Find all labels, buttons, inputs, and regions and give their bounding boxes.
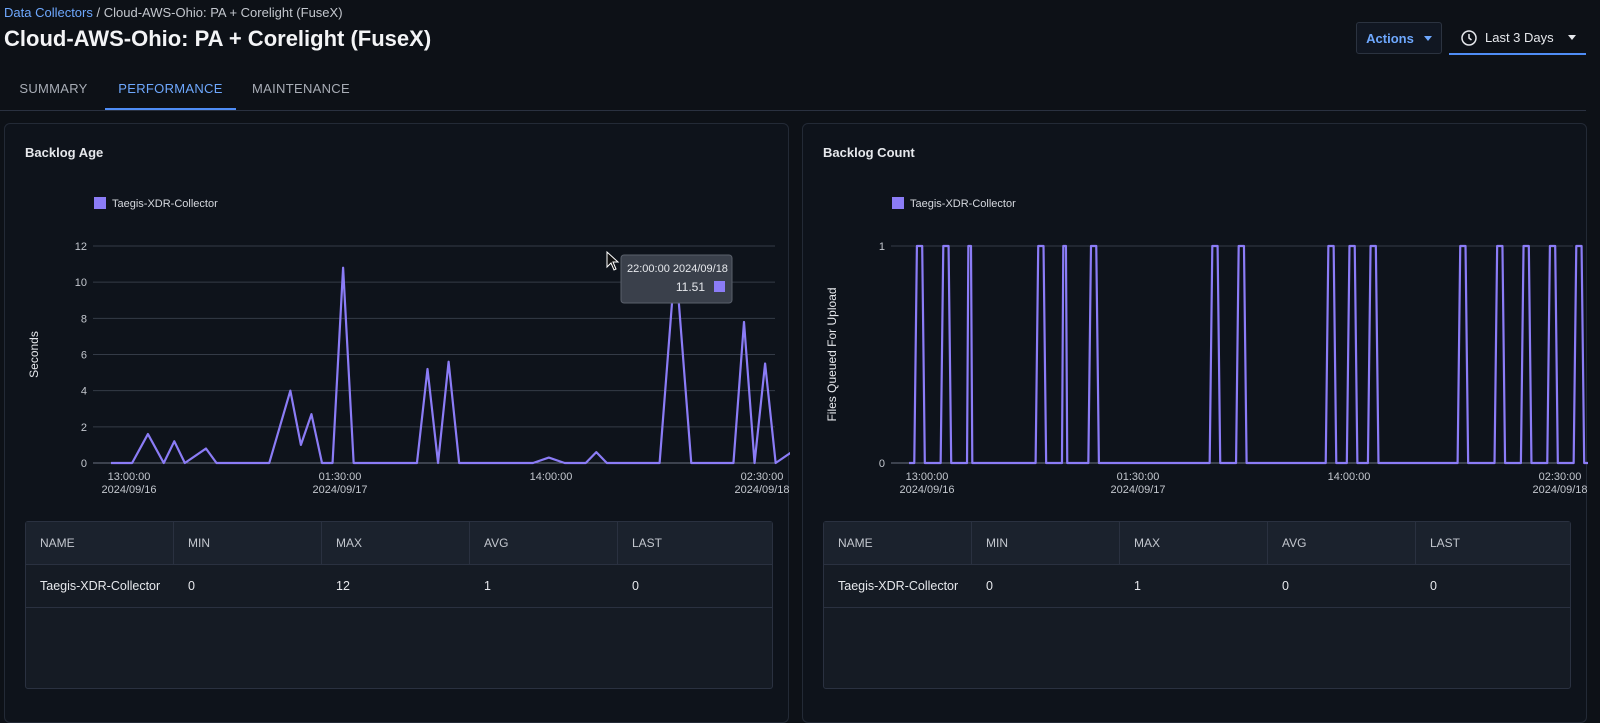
backlog-count-panel: Backlog Count Taegis-XDR-Collector 0 1 File… xyxy=(802,123,1588,723)
table-cell: 0 xyxy=(1282,579,1289,593)
x-tick-time: 01:30:00 xyxy=(319,471,362,483)
breadcrumb-current: Cloud-AWS-Ohio: PA + Corelight (FuseX) xyxy=(103,5,343,20)
tab-summary[interactable]: SUMMARY xyxy=(19,81,88,96)
x-tick-time: 13:00:00 xyxy=(906,471,949,483)
table-cell: 1 xyxy=(1134,579,1141,593)
column-header[interactable]: MIN xyxy=(972,522,1120,564)
column-header[interactable]: LAST xyxy=(1430,536,1461,550)
table-cell: Taegis-XDR-Collector xyxy=(838,579,959,593)
tab-bar: SUMMARY PERFORMANCE MAINTENANCE xyxy=(0,70,1586,111)
legend-label: Taegis-XDR-Collector xyxy=(112,198,218,210)
table-cell: 0 xyxy=(986,579,993,593)
x-tick-date: 2024/09/16 xyxy=(899,484,954,496)
y-tick-label: 10 xyxy=(75,277,87,289)
column-header[interactable]: LAST xyxy=(632,536,663,550)
actions-button[interactable]: Actions xyxy=(1356,22,1442,54)
x-tick-time: 14:00:00 xyxy=(530,471,573,483)
tooltip-box xyxy=(620,254,733,304)
backlog-age-panel: Backlog Age Taegis-XDR-Collector 0 2 4 6 8 10 1… xyxy=(4,123,790,723)
y-tick-label: 0 xyxy=(81,458,87,470)
actions-button-label: Actions xyxy=(1366,30,1414,46)
y-tick-label: 2 xyxy=(81,422,87,434)
legend-label: Taegis-XDR-Collector xyxy=(910,198,1016,210)
y-axis-label: Files Queued For Upload xyxy=(825,287,839,421)
chevron-down-icon xyxy=(1423,35,1432,41)
table-row[interactable]: Taegis-XDR-Collector 0 1 0 0 xyxy=(824,565,1570,608)
clock-icon xyxy=(1461,29,1477,46)
x-tick-date: 2024/09/16 xyxy=(101,484,156,496)
y-tick-label: 0 xyxy=(879,458,885,470)
y-tick-label: 12 xyxy=(75,241,87,253)
y-tick-label: 4 xyxy=(81,386,87,398)
tooltip-time: 22:00:00 2024/09/18 xyxy=(627,263,728,275)
y-axis-label: Seconds xyxy=(27,331,41,378)
x-tick-date: 2024/09/17 xyxy=(1110,484,1165,496)
tooltip-value: 11.51 xyxy=(676,280,705,294)
table-cell: Taegis-XDR-Collector xyxy=(40,579,161,593)
tab-maintenance[interactable]: MAINTENANCE xyxy=(252,81,350,96)
x-tick-time: 02:30:00 xyxy=(1539,471,1582,483)
legend-swatch xyxy=(94,197,106,209)
series-line xyxy=(111,257,790,465)
x-tick-date: 2024/09/18 xyxy=(1532,484,1587,496)
column-header[interactable]: MIN xyxy=(174,522,322,564)
table-cell: 0 xyxy=(188,579,195,593)
x-tick-time: 13:00:00 xyxy=(108,471,151,483)
panel-title: Backlog Age xyxy=(25,145,104,160)
y-tick-label: 6 xyxy=(81,350,87,362)
x-tick-time: 02:30:00 xyxy=(741,471,784,483)
series-line xyxy=(909,244,1588,465)
y-tick-label: 8 xyxy=(81,313,87,325)
x-tick-time: 01:30:00 xyxy=(1117,471,1160,483)
mouse-cursor-icon xyxy=(606,250,620,271)
column-header[interactable]: NAME xyxy=(824,522,972,564)
column-header[interactable]: MAX xyxy=(322,522,470,564)
tooltip-swatch xyxy=(714,281,725,292)
time-range-label: Last 3 Days xyxy=(1485,30,1554,45)
table-header: NAME MIN MAX AVG LAST xyxy=(824,522,1570,565)
legend-swatch xyxy=(892,197,904,209)
table-row[interactable]: Taegis-XDR-Collector 0 12 1 0 xyxy=(26,565,772,608)
chevron-down-icon xyxy=(1567,35,1576,40)
tab-performance[interactable]: PERFORMANCE xyxy=(105,70,236,110)
column-header[interactable]: MAX xyxy=(1120,522,1268,564)
backlog-count-chart: Taegis-XDR-Collector 0 1 Files Queued For U… xyxy=(825,197,1588,496)
stats-table: NAME MIN MAX AVG LAST Taegis-XDR-Collect… xyxy=(823,521,1571,689)
breadcrumb-separator: / xyxy=(96,5,101,20)
breadcrumb: Data Collectors / Cloud-AWS-Ohio: PA + C… xyxy=(4,5,343,20)
table-cell: 0 xyxy=(1430,579,1437,593)
y-tick-label: 1 xyxy=(879,241,885,253)
table-cell: 12 xyxy=(336,579,350,593)
breadcrumb-link-data-collectors[interactable]: Data Collectors xyxy=(4,5,93,20)
x-tick-time: 14:00:00 xyxy=(1328,471,1371,483)
column-header[interactable]: AVG xyxy=(470,522,618,564)
stats-table: NAME MIN MAX AVG LAST Taegis-XDR-Collect… xyxy=(25,521,773,689)
page-title: Cloud-AWS-Ohio: PA + Corelight (FuseX) xyxy=(4,26,432,51)
panel-title: Backlog Count xyxy=(823,145,915,160)
table-cell: 0 xyxy=(632,579,639,593)
x-tick-date: 2024/09/18 xyxy=(734,484,789,496)
backlog-age-chart: Taegis-XDR-Collector 0 2 4 6 8 10 12 Seconds 13:0… xyxy=(27,197,790,496)
time-range-select[interactable]: Last 3 Days xyxy=(1449,22,1586,55)
column-header[interactable]: AVG xyxy=(1268,522,1416,564)
x-tick-date: 2024/09/17 xyxy=(312,484,367,496)
table-cell: 1 xyxy=(484,579,491,593)
table-header: NAME MIN MAX AVG LAST xyxy=(26,522,772,565)
column-header[interactable]: NAME xyxy=(26,522,174,564)
